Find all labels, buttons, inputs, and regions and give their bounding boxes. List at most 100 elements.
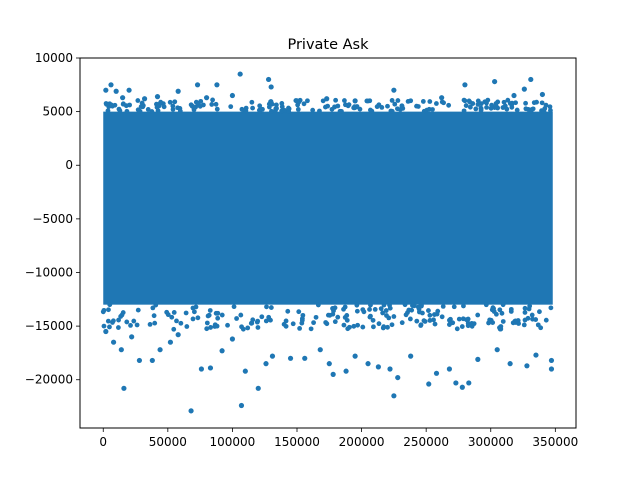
edge-point: [440, 303, 446, 309]
edge-point: [183, 310, 189, 316]
data-point: [255, 385, 261, 391]
data-point: [265, 76, 272, 83]
edge-point: [116, 317, 121, 323]
edge-point: [317, 108, 322, 114]
edge-point: [424, 107, 430, 113]
data-point: [391, 393, 397, 399]
edge-point: [500, 319, 506, 324]
edge-point: [525, 315, 531, 321]
edge-point: [451, 304, 457, 310]
edge-point: [402, 302, 408, 308]
edge-point: [464, 317, 469, 323]
edge-point: [491, 306, 496, 311]
data-point: [408, 353, 414, 359]
data-point: [141, 96, 148, 102]
edge-point: [249, 320, 255, 326]
x-tick-label: 150000: [274, 435, 320, 449]
data-point: [539, 91, 546, 98]
edge-point: [106, 307, 111, 313]
edge-point: [502, 103, 508, 109]
data-point: [548, 357, 555, 364]
edge-point: [421, 318, 427, 324]
edge-point: [134, 322, 140, 328]
edge-point: [384, 313, 389, 318]
x-tick-label: 100000: [210, 435, 256, 449]
edge-point: [389, 98, 395, 103]
edge-point: [207, 308, 213, 313]
edge-point: [448, 316, 453, 322]
edge-point: [101, 307, 107, 313]
y-axis: 10000 5000 0 −5000 −10000 −15000 −20000: [25, 51, 80, 387]
edge-point: [214, 106, 220, 112]
data-point: [330, 371, 336, 377]
edge-point: [483, 302, 489, 308]
edge-point: [387, 305, 393, 311]
edge-point: [475, 312, 481, 318]
edge-point: [381, 302, 387, 308]
data-point: [110, 339, 117, 345]
edge-point: [266, 104, 272, 110]
edge-point: [331, 308, 336, 314]
edge-point: [124, 319, 130, 325]
edge-point: [208, 325, 213, 330]
edge-point: [405, 310, 410, 315]
edge-point: [145, 107, 151, 112]
edge-point: [239, 106, 245, 112]
edge-point: [456, 316, 462, 322]
edge-point: [500, 302, 506, 308]
edge-point: [414, 318, 420, 324]
edge-point: [548, 305, 554, 311]
data-point: [214, 82, 220, 88]
edge-point: [368, 302, 373, 308]
edge-point: [215, 310, 221, 316]
edge-point: [374, 104, 380, 110]
chart-title: Private Ask: [287, 37, 369, 53]
edge-point: [379, 104, 385, 110]
edge-point: [315, 302, 321, 308]
edge-point: [501, 99, 507, 105]
edge-point: [418, 322, 424, 328]
edge-point: [509, 100, 515, 106]
data-point: [269, 353, 276, 359]
edge-point: [466, 98, 472, 104]
edge-point: [279, 101, 285, 106]
edge-point: [296, 309, 302, 315]
plot-area-frame: [79, 57, 577, 429]
edge-point: [177, 108, 183, 114]
x-tick-label: 250000: [403, 435, 449, 449]
edge-point: [465, 323, 471, 329]
edge-point: [392, 101, 398, 107]
edge-point: [378, 306, 384, 312]
data-point: [129, 334, 135, 340]
data-point: [521, 86, 527, 92]
x-tick-label: 200000: [339, 435, 385, 449]
data-point: [157, 347, 163, 353]
edge-point: [255, 325, 261, 330]
edge-point: [165, 312, 171, 318]
edge-point: [170, 103, 176, 109]
edge-point: [225, 322, 230, 328]
data-point: [136, 357, 143, 364]
edge-point: [432, 321, 438, 327]
edge-point: [351, 323, 357, 329]
edge-point: [282, 108, 288, 113]
edge-point: [263, 318, 269, 324]
edge-point: [344, 312, 350, 318]
edge-point: [360, 307, 366, 313]
y-tick-label: −5000: [32, 212, 73, 226]
edge-point: [285, 308, 291, 314]
edge-point: [206, 312, 212, 318]
data-point: [395, 374, 401, 381]
edge-point: [499, 310, 505, 316]
edge-point: [167, 99, 173, 105]
edge-point: [548, 108, 553, 113]
edge-point: [537, 309, 542, 315]
edge-point: [153, 302, 159, 308]
edge-point: [274, 102, 279, 108]
edge-point: [184, 324, 190, 329]
edge-point: [105, 108, 111, 114]
data-point: [352, 98, 358, 104]
edge-point: [138, 104, 144, 110]
edge-point: [123, 103, 129, 109]
